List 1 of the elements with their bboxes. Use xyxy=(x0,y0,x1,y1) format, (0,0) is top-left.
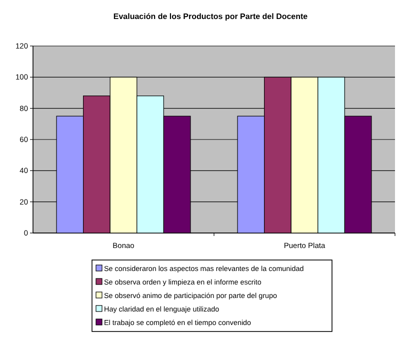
chart-title: Evaluación de los Productos por Parte del Docente xyxy=(113,12,308,21)
